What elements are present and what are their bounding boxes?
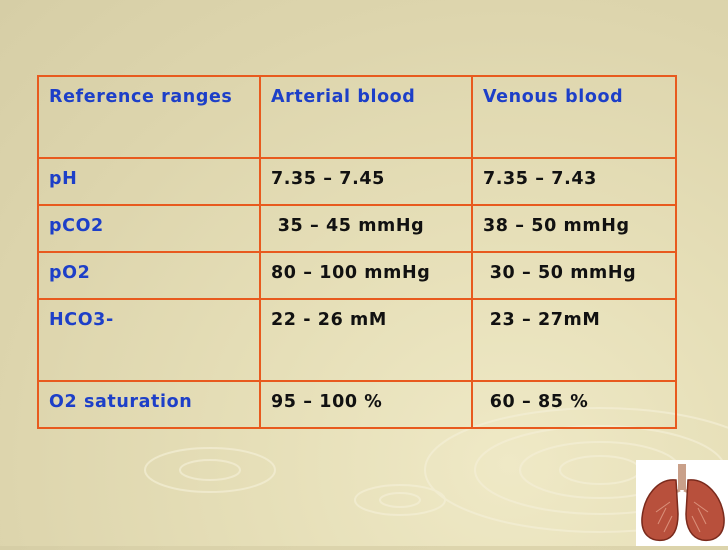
- venous-value: 38 – 50 mmHg: [471, 204, 677, 253]
- reference-ranges-table-wrap: Reference ranges Arterial blood Venous b…: [37, 75, 677, 429]
- reference-ranges-table: Reference ranges Arterial blood Venous b…: [37, 75, 677, 429]
- table-row: pCO2 35 – 45 mmHg 38 – 50 mmHg: [37, 204, 677, 253]
- arterial-value: 95 – 100 %: [259, 380, 473, 429]
- row-label: pCO2: [37, 204, 261, 253]
- arterial-value: 7.35 – 7.45: [259, 157, 473, 206]
- table-row: pH 7.35 – 7.45 7.35 – 7.43: [37, 157, 677, 206]
- arterial-value: 80 – 100 mmHg: [259, 251, 473, 300]
- row-label: pO2: [37, 251, 261, 300]
- header-arterial-blood: Arterial blood: [259, 75, 473, 159]
- venous-value: 7.35 – 7.43: [471, 157, 677, 206]
- lungs-icon: [636, 460, 728, 546]
- table-header-row: Reference ranges Arterial blood Venous b…: [37, 75, 677, 159]
- header-venous-blood: Venous blood: [471, 75, 677, 159]
- row-label: O2 saturation: [37, 380, 261, 429]
- venous-value: 60 – 85 %: [471, 380, 677, 429]
- table-row: O2 saturation 95 – 100 % 60 – 85 %: [37, 380, 677, 429]
- header-reference-ranges: Reference ranges: [37, 75, 261, 159]
- row-label: HCO3-: [37, 298, 261, 382]
- table-row: HCO3- 22 - 26 mM 23 – 27mM: [37, 298, 677, 382]
- venous-value: 23 – 27mM: [471, 298, 677, 382]
- arterial-value: 22 - 26 mM: [259, 298, 473, 382]
- row-label: pH: [37, 157, 261, 206]
- arterial-value: 35 – 45 mmHg: [259, 204, 473, 253]
- venous-value: 30 – 50 mmHg: [471, 251, 677, 300]
- table-row: pO2 80 – 100 mmHg 30 – 50 mmHg: [37, 251, 677, 300]
